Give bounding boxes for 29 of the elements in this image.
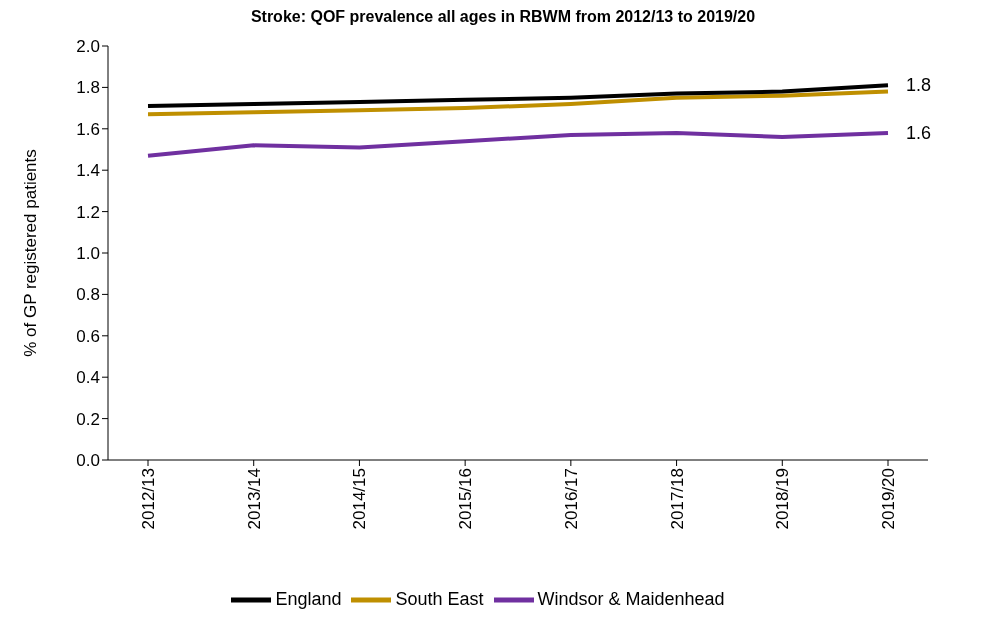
y-tick-label: 1.8 xyxy=(76,78,100,98)
y-tick-label: 0.8 xyxy=(76,285,100,305)
chart-title: Stroke: QOF prevalence all ages in RBWM from 2012/13 to 2019/20 xyxy=(249,8,757,27)
legend-label: Windsor & Maidenhead xyxy=(537,588,725,609)
x-tick-label: 2013/14 xyxy=(244,468,264,530)
x-tick-label: 2014/15 xyxy=(350,468,370,530)
x-tick-label: 2016/17 xyxy=(561,468,581,530)
y-tick-label: 2.0 xyxy=(76,37,100,57)
y-tick-label: 0.4 xyxy=(76,368,100,388)
y-tick-label: 1.2 xyxy=(76,202,100,222)
y-tick-label: 1.0 xyxy=(76,244,100,264)
y-tick-label: 0.6 xyxy=(76,326,100,346)
legend-label: England xyxy=(275,588,342,609)
x-tick-label: 2018/19 xyxy=(773,468,793,530)
line-series xyxy=(146,130,890,158)
data-label: 1.6 xyxy=(906,122,932,143)
x-tick-label: 2012/13 xyxy=(139,468,159,530)
y-tick-label: 0.2 xyxy=(76,409,100,429)
x-tick-label: 2017/18 xyxy=(667,468,687,530)
line-series xyxy=(146,83,890,109)
y-tick-label: 0.0 xyxy=(76,451,100,471)
y-tick-label: 1.6 xyxy=(76,119,100,139)
y-axis-title: % of GP registered patients xyxy=(21,149,41,357)
x-tick-label: 2019/20 xyxy=(879,468,899,530)
data-label: 1.8 xyxy=(906,75,932,96)
y-tick-label: 1.4 xyxy=(76,161,100,181)
line-series xyxy=(146,89,890,117)
x-tick-label: 2015/16 xyxy=(456,468,476,530)
legend-label: South East xyxy=(395,588,484,609)
